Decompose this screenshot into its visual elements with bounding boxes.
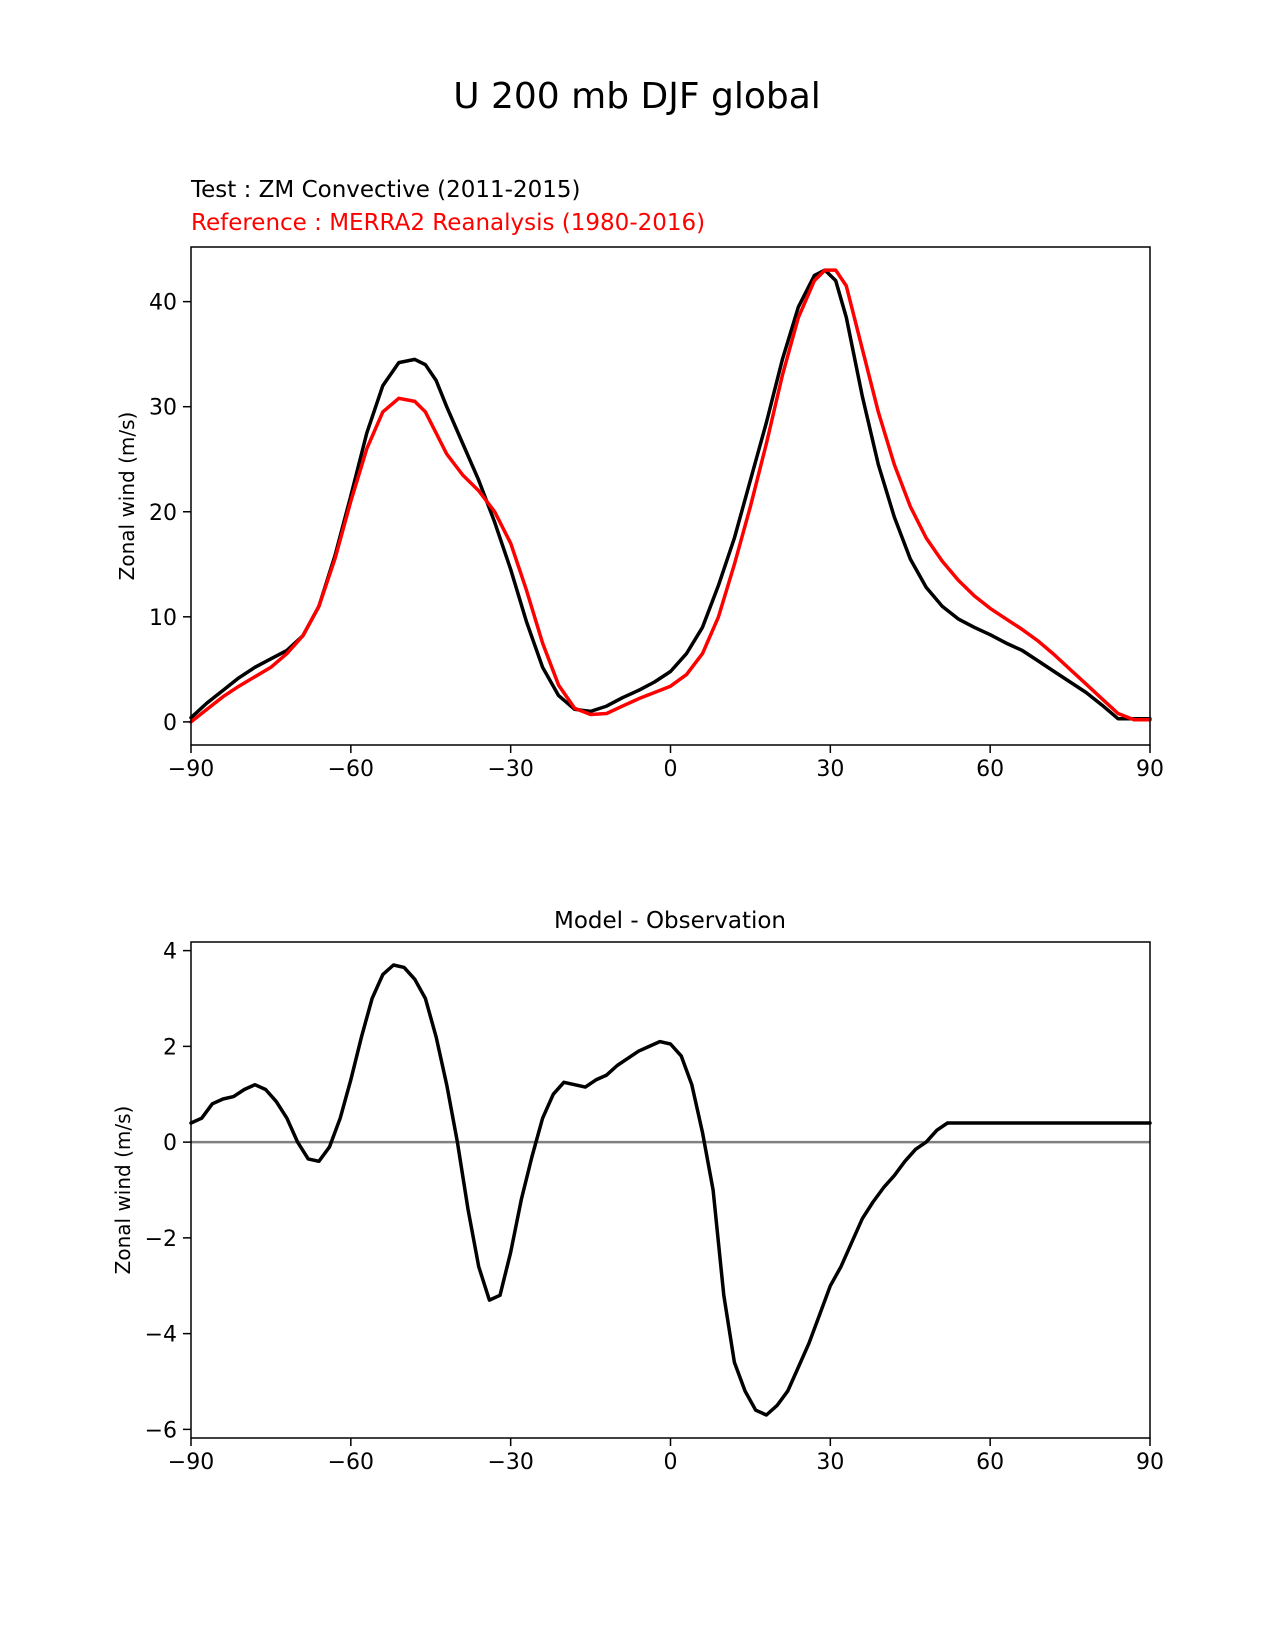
x-tick-label: −90 [168,757,214,782]
y-tick-label: −2 [145,1227,177,1252]
y-tick-label: 30 [149,396,177,421]
y-tick-label: 10 [149,606,177,631]
x-tick-label: −60 [328,1450,374,1475]
x-tick-label: 90 [1136,757,1164,782]
y-tick-label: −4 [145,1323,177,1348]
y-tick-label: 40 [149,291,177,316]
bottom-y-axis-label: Zonal wind (m/s) [111,1106,135,1275]
test-label: Test : ZM Convective (2011-2015) [190,177,580,203]
top-y-axis-label: Zonal wind (m/s) [115,412,139,581]
series-line-0 [189,268,1152,721]
x-tick-label: 60 [976,757,1004,782]
x-tick-label: 0 [664,757,678,782]
y-tick-label: 0 [163,1131,177,1156]
x-tick-label: −60 [328,757,374,782]
y-tick-label: 2 [163,1035,177,1060]
y-tick-label: 0 [163,711,177,736]
x-tick-label: −90 [168,1450,214,1475]
top-series-group [189,268,1152,724]
series-line-0 [189,963,1152,1417]
x-tick-label: 0 [664,1450,678,1475]
reference-label: Reference : MERRA2 Reanalysis (1980-2016… [191,210,705,236]
series-line-1 [189,268,1152,724]
figure-title: U 200 mb DJF global [453,76,821,117]
x-tick-label: 30 [816,757,844,782]
x-tick-label: 90 [1136,1450,1164,1475]
bottom-ticks: −90 −60 −30 0 30 60 90 4 2 0 −2 −4 −6 [145,940,1164,1475]
x-tick-label: 60 [976,1450,1004,1475]
x-tick-label: −30 [487,757,533,782]
bottom-axes-frame [190,941,1151,1439]
x-tick-label: −30 [487,1450,533,1475]
bottom-chart: Model - Observation Zonal wind (m/s) −90… [111,908,1164,1475]
y-tick-label: 20 [149,501,177,526]
y-tick-label: −6 [145,1418,177,1443]
x-tick-label: 30 [816,1450,844,1475]
top-chart: Test : ZM Convective (2011-2015) Referen… [115,177,1164,782]
y-tick-label: 4 [163,940,177,965]
top-ticks: −90 −60 −30 0 30 60 90 0 10 20 30 40 [149,291,1164,782]
bottom-series-group [189,963,1152,1417]
bottom-chart-title: Model - Observation [554,908,786,934]
